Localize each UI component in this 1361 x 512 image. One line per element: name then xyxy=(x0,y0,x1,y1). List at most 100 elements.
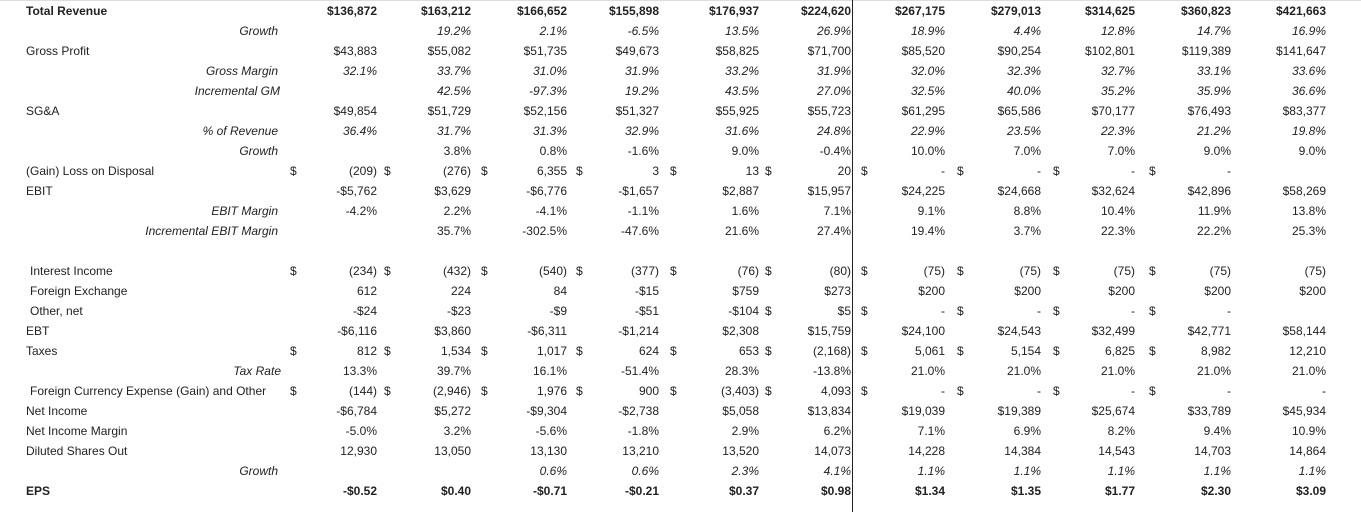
dollar-sign: $ xyxy=(1053,384,1060,398)
table-cell: (144) xyxy=(348,384,377,398)
table-cell xyxy=(287,81,377,101)
table-cell: 3.7% xyxy=(1013,224,1041,238)
dollar-sign: $ xyxy=(957,344,964,358)
table-cell: 4.1% xyxy=(823,464,851,478)
table-cell: 1.1% xyxy=(917,464,945,478)
table-row: EBIT -$5,762 $3,629 -$6,776 -$1,657 $2,887 $15… xyxy=(0,181,1361,201)
table-cell: -302.5% xyxy=(522,224,567,238)
dollar-sign: $ xyxy=(1053,344,1060,358)
table-cell: -$104 xyxy=(728,304,759,318)
table-cell: $13,834 xyxy=(807,404,851,418)
table-cell: 21.6% xyxy=(724,224,759,238)
table-cell: $5,272 xyxy=(434,404,471,418)
table-cell: 3.8% xyxy=(443,144,471,158)
table-row: Other, net -$24 -$23 -$9 -$51 -$104 $5 $ - $ - $ - $ -… xyxy=(0,301,1361,321)
table-cell: 21.0% xyxy=(1196,364,1231,378)
table-cell: $58,269 xyxy=(1282,184,1326,198)
table-cell: 36.6% xyxy=(1291,84,1326,98)
dollar-sign: $ xyxy=(765,384,772,398)
table-cell: 224 xyxy=(450,284,471,298)
table-cell: 7.0% xyxy=(1013,144,1041,158)
table-cell: $273 xyxy=(824,284,851,298)
table-cell: $15,957 xyxy=(807,184,851,198)
table-cell: 900 xyxy=(638,384,659,398)
table-row: EBIT Margin -4.2% 2.2% -4.1% -1.1% 1.6% 7.1% 9.… xyxy=(0,201,1361,221)
table-cell: -97.3% xyxy=(528,84,567,98)
table-cell: (540) xyxy=(538,264,567,278)
dollar-sign: $ xyxy=(1149,384,1156,398)
table-cell: 6,355 xyxy=(536,164,567,178)
table-cell: 25.3% xyxy=(1291,224,1326,238)
table-cell: $1.34 xyxy=(914,484,945,498)
table-row: EBT -$6,116 $3,860 -$6,311 -$1,214 $2,308 $15,… xyxy=(0,321,1361,341)
table-cell: 624 xyxy=(638,344,659,358)
table-cell: 9.1% xyxy=(917,204,945,218)
table-cell: (75) xyxy=(1019,264,1041,278)
table-cell: 39.7% xyxy=(436,364,471,378)
table-cell: $24,668 xyxy=(997,184,1041,198)
row-label: Incremental GM xyxy=(194,84,280,98)
table-cell: - xyxy=(1131,164,1135,178)
table-cell: 6,825 xyxy=(1104,344,1135,358)
table-cell: $58,144 xyxy=(1282,324,1326,338)
table-row: Growth 3.8% 0.8% -1.6% 9.0% -0.4% 10.0% 7.0% 7.0… xyxy=(0,141,1361,161)
table-cell: $76,493 xyxy=(1187,104,1231,118)
table-cell: $90,254 xyxy=(997,44,1041,58)
row-label: Foreign Exchange xyxy=(30,284,128,298)
table-row: Growth 0.6% 0.6% 2.3% 4.1% 1.1% 1.1% 1.1% 1.1% 1.… xyxy=(0,461,1361,481)
table-cell: (209) xyxy=(348,164,377,178)
table-row: Gross Profit $43,883 $55,082 $51,735 $49,673… xyxy=(0,41,1361,61)
table-cell: 32.1% xyxy=(342,64,377,78)
table-cell: 14,703 xyxy=(1194,444,1231,458)
table-row: Foreign Currency Expense (Gain) and Othe… xyxy=(0,381,1361,401)
table-cell: 28.3% xyxy=(724,364,759,378)
table-cell: 26.9% xyxy=(816,24,851,38)
dollar-sign: $ xyxy=(861,304,868,318)
table-cell: $421,663 xyxy=(1275,4,1326,18)
table-row: Interest Income (234) $ (432) $ (540) $ (377) $ (… xyxy=(0,261,1361,281)
table-row: Net Income -$6,784 $5,272 -$9,304 -$2,738 $5,… xyxy=(0,401,1361,421)
row-label: Foreign Currency Expense (Gain) and Othe… xyxy=(30,384,267,398)
table-cell: (75) xyxy=(1304,264,1326,278)
table-cell: $3.09 xyxy=(1295,484,1326,498)
table-cell: 14,073 xyxy=(814,444,851,458)
table-cell xyxy=(569,241,659,261)
dollar-sign: $ xyxy=(290,344,297,358)
table-cell: $19,389 xyxy=(997,404,1041,418)
table-cell: 2.1% xyxy=(539,24,567,38)
dollar-sign: $ xyxy=(576,164,583,178)
table-cell: 35.7% xyxy=(436,224,471,238)
table-cell: 8.8% xyxy=(1013,204,1041,218)
dollar-sign: $ xyxy=(670,344,677,358)
table-cell: 7.0% xyxy=(1107,144,1135,158)
table-cell: 13,130 xyxy=(530,444,567,458)
table-cell: -$0.21 xyxy=(624,484,659,498)
table-row: EPS -$0.52 $0.40 -$0.71 -$0.21 $0.37 $0.98 $1.3… xyxy=(0,481,1361,501)
table-cell: $141,647 xyxy=(1275,44,1326,58)
dollar-sign: $ xyxy=(765,164,772,178)
table-cell: -$9 xyxy=(549,304,567,318)
table-cell: 4,093 xyxy=(820,384,851,398)
table-cell: 31.0% xyxy=(532,64,567,78)
table-cell: $2,887 xyxy=(722,184,759,198)
table-cell: - xyxy=(1131,384,1135,398)
table-row xyxy=(0,241,1361,261)
table-cell: 16.9% xyxy=(1291,24,1326,38)
row-label xyxy=(26,241,284,261)
table-cell: 10.9% xyxy=(1291,424,1326,438)
table-cell: -$6,784 xyxy=(336,404,377,418)
table-row: % of Revenue 36.4% 31.7% 31.3% 32.9% 31.6% 24.… xyxy=(0,121,1361,141)
row-label: Gross Margin xyxy=(205,64,278,78)
dollar-sign: $ xyxy=(384,384,391,398)
table-cell: -$1,214 xyxy=(618,324,659,338)
table-cell: 32.7% xyxy=(1100,64,1135,78)
table-cell: 13 xyxy=(745,164,759,178)
row-label: Net Income Margin xyxy=(26,424,128,438)
table-cell: -$24 xyxy=(352,304,377,318)
table-cell: $102,801 xyxy=(1084,44,1135,58)
table-cell: 3.2% xyxy=(443,424,471,438)
dollar-sign: $ xyxy=(765,344,772,358)
table-cell: 18.9% xyxy=(910,24,945,38)
table-cell: 21.2% xyxy=(1196,124,1231,138)
table-cell: 19.2% xyxy=(624,84,659,98)
